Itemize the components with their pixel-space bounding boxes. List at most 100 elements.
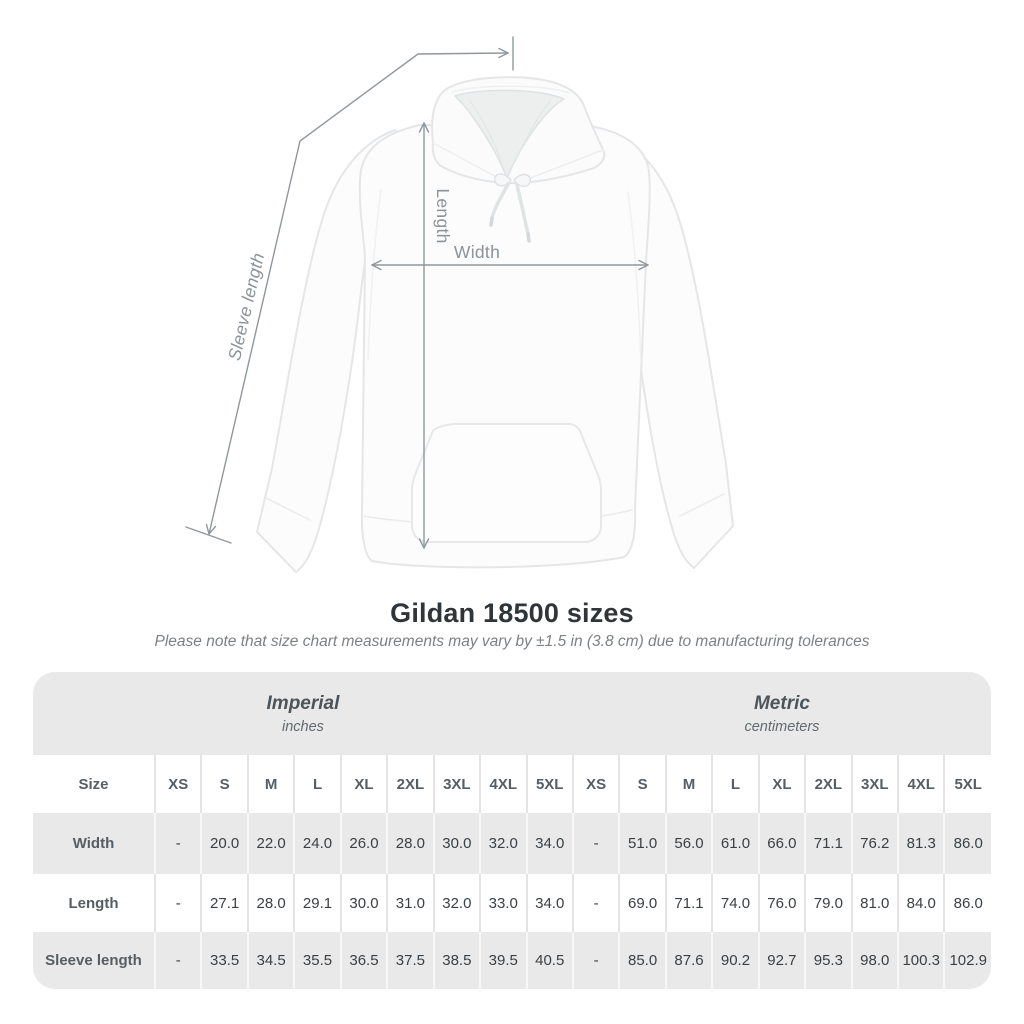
sleeve-length-arrow	[185, 36, 514, 544]
size-header-cell: L	[293, 755, 341, 813]
value-cell: 35.5	[293, 932, 341, 989]
value-cell: 84.0	[896, 874, 945, 932]
size-header-cell: 3XL	[850, 755, 898, 813]
hood-top-seam	[451, 85, 571, 94]
value-cell: 32.0	[479, 813, 527, 874]
value-cell: 79.0	[804, 874, 852, 932]
size-header-cell: L	[711, 755, 759, 813]
value-cell: -	[571, 932, 620, 989]
value-cell: 71.1	[804, 813, 852, 874]
row-label: Width	[33, 813, 155, 874]
value-cell: 71.1	[664, 874, 713, 932]
value-cell: 86.0	[943, 874, 991, 932]
value-cell: 92.7	[757, 932, 806, 989]
metric-label: Metric	[753, 692, 810, 714]
value-cell: 31.0	[386, 874, 434, 932]
value-cell: 34.5	[246, 932, 295, 989]
size-header-cell: 4XL	[479, 755, 527, 813]
size-header-cell: M	[246, 755, 295, 813]
size-header-cell: 4XL	[896, 755, 945, 813]
length-label: Length	[433, 188, 453, 243]
right-armhole-seam	[627, 191, 642, 363]
value-cell: 86.0	[943, 813, 991, 874]
drawstring-right-aglet	[526, 232, 531, 243]
value-cell: 56.0	[664, 813, 713, 874]
drawstring-right	[515, 183, 530, 236]
value-cell: 39.5	[479, 932, 527, 989]
value-cell: 100.3	[896, 932, 945, 989]
hoodie-diagram: Length Width Sleeve length	[185, 36, 734, 573]
cuff-tick	[185, 526, 232, 544]
value-cell: 76.2	[850, 813, 898, 874]
size-header-cell: 3XL	[432, 755, 481, 813]
kangaroo-pocket	[411, 423, 602, 543]
value-cell: 38.5	[432, 932, 481, 989]
page-title: Gildan 18500 sizes	[390, 598, 634, 628]
size-header-cell: XL	[339, 755, 388, 813]
value-cell: 87.6	[664, 932, 713, 989]
size-header-cell: 5XL	[943, 755, 991, 813]
imperial-sublabel: inches	[282, 718, 324, 735]
value-cell: -	[571, 813, 620, 874]
hood-interior	[454, 89, 565, 179]
value-cell: 76.0	[757, 874, 806, 932]
hood-fold-right	[519, 149, 604, 183]
width-label: Width	[454, 242, 500, 262]
value-cell: 85.0	[618, 932, 666, 989]
value-cell: 34.0	[525, 874, 573, 932]
value-cell: 28.0	[246, 874, 295, 932]
value-cell: -	[153, 932, 202, 989]
value-cell: 40.5	[525, 932, 573, 989]
drawstring-left	[490, 182, 510, 220]
metric-sublabel: centimeters	[744, 718, 820, 735]
value-cell: 74.0	[711, 874, 759, 932]
value-cell: 20.0	[200, 813, 248, 874]
size-header-row: Size XS S M L XL 2XL 3XL 4XL 5XL XS S M …	[33, 755, 991, 813]
value-cell: 29.1	[293, 874, 341, 932]
value-cell: 69.0	[618, 874, 666, 932]
value-cell: 30.0	[339, 874, 388, 932]
width-arrow	[371, 259, 649, 271]
measurement-annotations	[185, 36, 649, 549]
size-header-cell: XL	[757, 755, 806, 813]
measurement-row-sleeve-length: Sleeve length - 33.5 34.5 35.5 36.5 37.5…	[33, 932, 991, 989]
measurement-row-width: Width - 20.0 22.0 24.0 26.0 28.0 30.0 32…	[33, 813, 991, 874]
size-header-cell: XS	[153, 755, 202, 813]
value-cell: -	[153, 813, 202, 874]
value-cell: 34.0	[525, 813, 573, 874]
size-header-cell: M	[664, 755, 713, 813]
imperial-group-header: Imperial inches	[33, 672, 573, 755]
row-label: Length	[33, 874, 155, 932]
imperial-label: Imperial	[266, 692, 340, 714]
drawstring-left-aglet	[489, 216, 494, 227]
value-cell: -	[153, 874, 202, 932]
value-cell: 28.0	[386, 813, 434, 874]
size-col-header: Size	[33, 755, 155, 813]
hood-interior-crease-left	[469, 100, 503, 164]
value-cell: -	[571, 874, 620, 932]
value-cell: 30.0	[432, 813, 481, 874]
value-cell: 66.0	[757, 813, 806, 874]
value-cell: 33.5	[200, 932, 248, 989]
value-cell: 37.5	[386, 932, 434, 989]
value-cell: 33.0	[479, 874, 527, 932]
size-header-cell: XS	[571, 755, 620, 813]
size-header-cell: 5XL	[525, 755, 573, 813]
hood-interior-crease-right	[514, 100, 551, 163]
page-subtitle: Please note that size chart measurements…	[154, 633, 870, 650]
metric-group-header: Metric centimeters	[572, 672, 991, 755]
row-label: Sleeve length	[33, 932, 155, 989]
value-cell: 36.5	[339, 932, 388, 989]
value-cell: 95.3	[804, 932, 852, 989]
size-header-cell: S	[618, 755, 666, 813]
value-cell: 32.0	[432, 874, 481, 932]
value-cell: 81.0	[850, 874, 898, 932]
value-cell: 22.0	[246, 813, 295, 874]
value-cell: 98.0	[850, 932, 898, 989]
unit-group-row: Imperial inches Metric centimeters	[33, 672, 991, 755]
value-cell: 102.9	[943, 932, 991, 989]
value-cell: 27.1	[200, 874, 248, 932]
size-table: Imperial inches Metric centimeters Size …	[33, 672, 991, 989]
value-cell: 90.2	[711, 932, 759, 989]
